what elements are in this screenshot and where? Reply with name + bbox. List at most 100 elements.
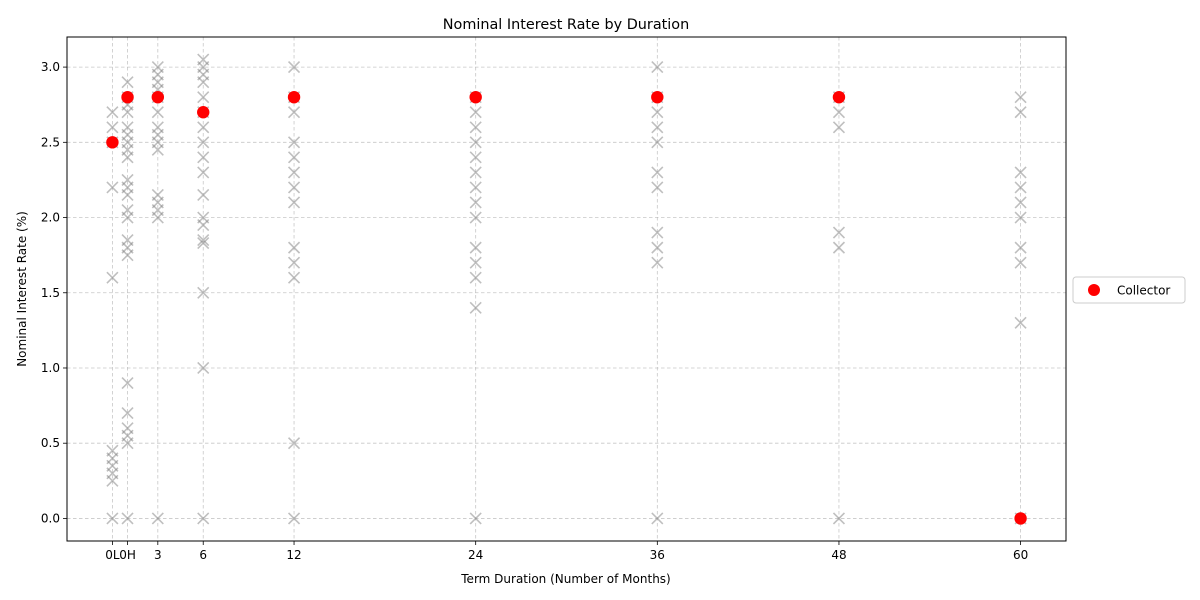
scatter-point-x xyxy=(197,237,210,250)
x-marker-stroke xyxy=(651,121,664,134)
scatter-point-x xyxy=(197,286,210,299)
scatter-point-x xyxy=(1014,211,1027,224)
scatter-point-x xyxy=(469,121,482,134)
x-marker-stroke xyxy=(197,166,210,179)
scatter-point-x xyxy=(106,474,119,487)
x-tick-label: 48 xyxy=(831,548,846,562)
scatter-point-x xyxy=(1014,166,1027,179)
x-marker-stroke xyxy=(469,256,482,269)
x-marker-stroke xyxy=(651,241,664,254)
x-marker-stroke xyxy=(287,136,301,149)
legend: Collector xyxy=(1072,276,1186,304)
scatter-point-x xyxy=(469,181,482,194)
x-marker-stroke xyxy=(287,61,301,74)
x-marker-stroke xyxy=(121,211,134,224)
scatter-point-x xyxy=(469,301,482,314)
y-tick-label: 2.5 xyxy=(41,135,60,149)
x-marker-stroke xyxy=(151,106,164,119)
y-tick-label: 3.0 xyxy=(41,60,60,74)
scatter-point-x xyxy=(832,241,846,254)
scatter-point-x xyxy=(106,271,119,284)
x-marker-stroke xyxy=(651,166,664,179)
scatter-point-x xyxy=(151,106,164,119)
x-marker-stroke xyxy=(197,361,210,375)
scatter-point-x xyxy=(287,256,301,269)
y-axis-ticks: 0.0 0.5 1.0 1.5 2.0 2.5 3.0 xyxy=(41,60,67,525)
y-tick-label: 0.5 xyxy=(41,436,60,450)
x-marker-stroke xyxy=(121,76,134,89)
scatter-point-x xyxy=(151,512,164,525)
x-tick-label: 12 xyxy=(286,548,301,562)
chart-title: Nominal Interest Rate by Duration xyxy=(443,17,689,33)
legend-frame xyxy=(1072,276,1186,304)
scatter-point-x xyxy=(651,61,664,74)
scatter-point-x xyxy=(197,76,210,89)
scatter-point-x xyxy=(121,249,134,262)
scatter-point-collector xyxy=(651,90,664,104)
scatter-point-x xyxy=(832,226,846,239)
x-marker-stroke xyxy=(832,121,846,134)
x-marker-stroke xyxy=(469,181,482,194)
x-marker-stroke xyxy=(469,121,482,134)
scatter-point-x xyxy=(469,256,482,269)
scatter-point-x xyxy=(197,361,210,375)
scatter-point-x xyxy=(469,196,482,209)
scatter-point-x xyxy=(287,61,301,74)
x-marker-stroke xyxy=(197,121,210,134)
x-marker-stroke xyxy=(832,512,846,525)
x-marker-stroke xyxy=(651,61,664,74)
x-marker-stroke xyxy=(121,512,134,525)
x-tick-label: 60 xyxy=(1013,548,1028,562)
collector-points xyxy=(106,90,1027,525)
scatter-point-x xyxy=(651,166,664,179)
x-marker-stroke xyxy=(1014,166,1027,179)
x-marker-stroke xyxy=(287,512,301,525)
x-marker-stroke xyxy=(197,151,210,164)
x-marker-stroke xyxy=(197,188,210,202)
scatter-point-x xyxy=(1014,256,1027,269)
scatter-point-x xyxy=(287,151,301,164)
x-marker-stroke xyxy=(469,196,482,209)
x-marker-stroke xyxy=(1014,256,1027,269)
x-marker-stroke xyxy=(287,166,301,179)
scatter-point-x xyxy=(121,211,134,224)
x-marker-stroke xyxy=(121,188,134,202)
scatter-point-x xyxy=(197,121,210,134)
plot-frame xyxy=(66,36,1067,542)
x-marker-stroke xyxy=(651,181,664,194)
scatter-point-collector xyxy=(287,90,301,104)
scatter-point-x xyxy=(197,512,210,525)
x-marker-stroke xyxy=(1014,211,1027,224)
scatter-point-x xyxy=(1014,106,1027,119)
scatter-point-x xyxy=(287,106,301,119)
x-marker-stroke xyxy=(121,106,134,119)
x-marker-stroke xyxy=(287,271,301,284)
x-marker-stroke xyxy=(832,241,846,254)
scatter-point-x xyxy=(1014,91,1027,104)
scatter-point-x xyxy=(287,437,301,450)
x-axis-ticks: 0L 0H 3 6 12 24 36 48 60 xyxy=(105,541,1028,562)
scatter-point-x xyxy=(287,241,301,254)
x-marker-stroke xyxy=(197,76,210,89)
x-marker-stroke xyxy=(287,241,301,254)
scatter-point-x xyxy=(651,106,664,119)
scatter-point-x xyxy=(1014,241,1027,254)
scatter-point-collector xyxy=(197,106,210,119)
x-marker-stroke xyxy=(121,249,134,262)
x-marker-stroke xyxy=(106,121,119,134)
x-marker-stroke xyxy=(151,211,164,224)
x-marker-stroke xyxy=(469,271,482,284)
scatter-point-x xyxy=(121,151,134,164)
x-marker-stroke xyxy=(197,512,210,525)
x-marker-stroke xyxy=(651,256,664,269)
x-marker-stroke xyxy=(287,151,301,164)
scatter-point-x xyxy=(651,121,664,134)
x-tick-label: 3 xyxy=(154,548,162,562)
x-marker-stroke xyxy=(832,106,846,119)
scatter-point-x xyxy=(287,512,301,525)
scatter-point-x xyxy=(469,512,482,525)
x-marker-stroke xyxy=(121,407,134,420)
scatter-point-collector xyxy=(121,90,134,104)
x-marker-stroke xyxy=(287,256,301,269)
